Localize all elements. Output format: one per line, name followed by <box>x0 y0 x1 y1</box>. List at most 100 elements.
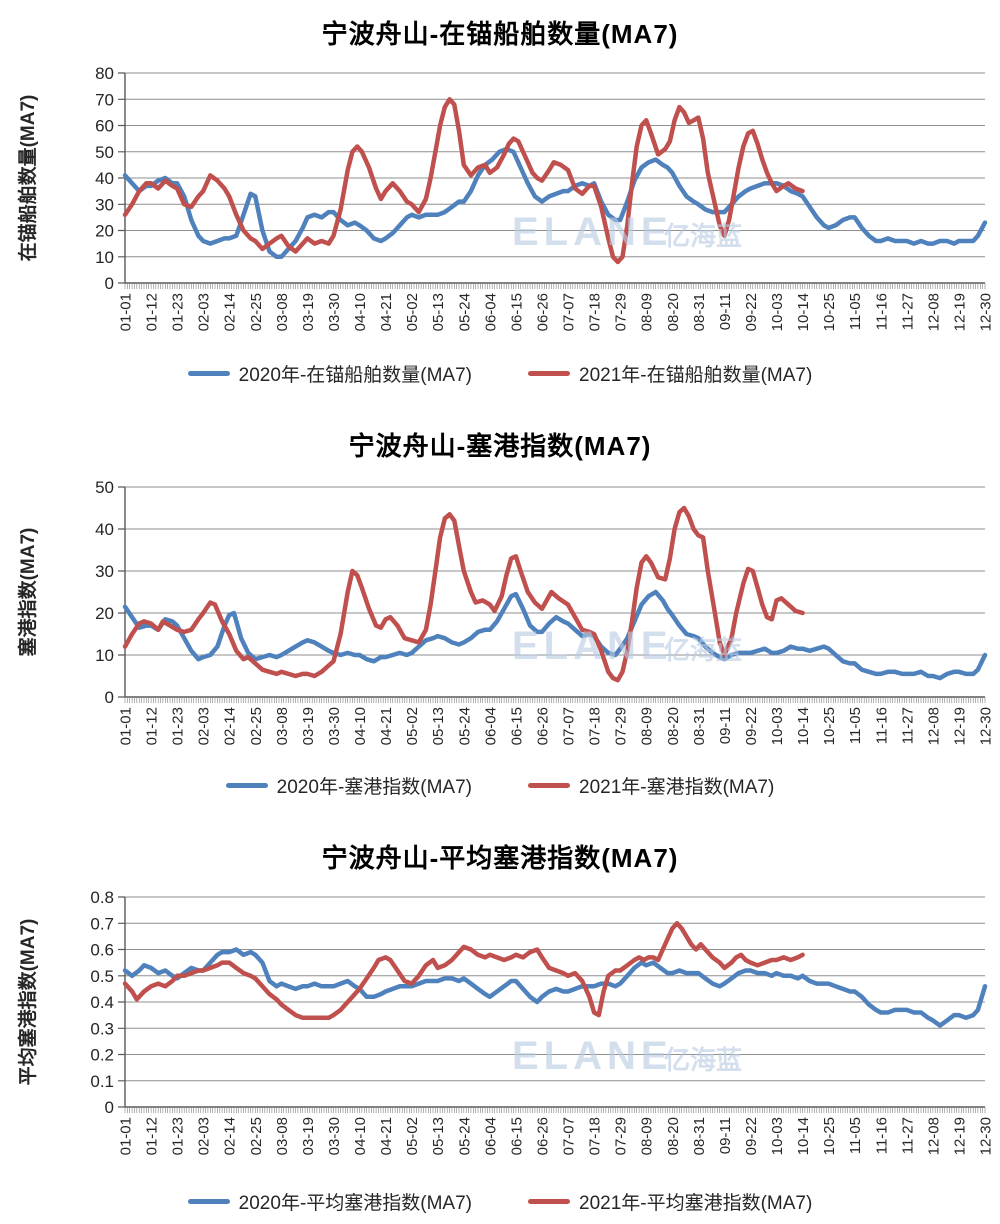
y-tick-label: 70 <box>95 90 114 109</box>
x-tick-label: 12-19 <box>951 1117 968 1155</box>
x-tick-label: 11-16 <box>873 1117 890 1154</box>
x-tick-label: 08-31 <box>691 1117 708 1155</box>
x-tick-label: 08-09 <box>639 293 656 331</box>
x-tick-label: 10-14 <box>795 707 812 745</box>
x-tick-label: 02-25 <box>248 293 265 331</box>
x-tick-label: 09-22 <box>743 293 760 331</box>
x-tick-label: 05-13 <box>430 707 447 745</box>
y-tick-label: 60 <box>95 117 114 136</box>
y-tick-label: 10 <box>95 248 114 267</box>
x-tick-label: 06-26 <box>534 707 551 745</box>
x-tick-label: 02-14 <box>222 293 239 331</box>
x-tick-label: 11-27 <box>899 707 916 744</box>
x-tick-label: 10-03 <box>769 1117 786 1155</box>
y-tick-label: 30 <box>95 195 114 214</box>
x-tick-label: 07-07 <box>561 707 578 745</box>
x-tick-label: 01-01 <box>118 707 135 745</box>
y-tick-label: 0 <box>105 274 114 293</box>
y-tick-label: 50 <box>95 478 114 497</box>
x-tick-label: 06-15 <box>508 707 525 745</box>
x-tick-label: 01-23 <box>170 707 187 745</box>
x-tick-label: 09-11 <box>717 1117 734 1154</box>
x-tick-label: 10-25 <box>821 293 838 331</box>
x-tick-label: 04-10 <box>352 707 369 745</box>
x-tick-label: 04-21 <box>378 707 395 745</box>
x-tick-label: 01-01 <box>118 293 135 331</box>
x-tick-label: 01-01 <box>118 1117 135 1155</box>
x-tick-label: 12-30 <box>978 707 995 745</box>
y-tick-label: 50 <box>95 143 114 162</box>
x-tick-label: 11-27 <box>899 1117 916 1154</box>
y-axis-ticks <box>118 896 125 1108</box>
legend-marker <box>187 1199 230 1204</box>
chart-section-anchored-vessels: 宁波舟山-在锚船舶数量(MA7) 0 10 20 30 40 50 60 70 80 01-01 0… <box>0 0 1000 400</box>
watermark-text: ELANE <box>512 210 673 254</box>
x-tick-label: 05-02 <box>404 1117 421 1155</box>
legend-item: 2020年-平均塞港指数(MA7) <box>187 1188 472 1215</box>
x-tick-label: 02-14 <box>222 707 239 745</box>
x-tick-label: 03-30 <box>326 1117 343 1155</box>
x-tick-label: 07-18 <box>587 1117 604 1155</box>
y-tick-label: 0.6 <box>90 941 114 960</box>
y-axis-title: 塞港指数(MA7) <box>16 528 39 657</box>
x-tick-label: 11-05 <box>847 1117 864 1154</box>
x-tick-label: 11-05 <box>847 707 864 744</box>
series-line-2020 <box>122 146 988 260</box>
x-tick-label: 06-15 <box>508 293 525 331</box>
x-tick-label: 02-03 <box>196 1117 213 1155</box>
x-tick-label: 02-25 <box>248 707 265 745</box>
x-tick-label: 08-09 <box>639 707 656 745</box>
chart-canvas: 0 10 20 30 40 50 01-01 01-12 01-23 02-03 02-14 02-2… <box>0 469 1000 769</box>
x-tick-label: 12-30 <box>978 1117 995 1155</box>
x-tick-label: 12-30 <box>978 293 995 331</box>
x-tick-label: 03-19 <box>300 707 317 745</box>
x-tick-label: 03-19 <box>300 1117 317 1155</box>
x-tick-label: 12-08 <box>925 1117 942 1155</box>
x-tick-label: 02-25 <box>248 1117 265 1155</box>
x-tick-label: 03-30 <box>326 293 343 331</box>
x-tick-label: 07-29 <box>613 707 630 745</box>
y-tick-label: 40 <box>95 169 114 188</box>
chart-canvas: 0 10 20 30 40 50 60 70 80 01-01 01-12 01-23 02-03 02-… <box>0 55 1000 355</box>
y-tick-label: 10 <box>95 646 114 665</box>
watermark-text: ELANE <box>512 1034 673 1078</box>
chart-plot: 0 0.1 0.2 0.3 0.4 0.5 0.6 0.7 0.8 01-01 01-12 01-23… <box>16 888 995 1155</box>
legend-label: 2021年-塞港指数(MA7) <box>579 777 775 798</box>
y-tick-label: 20 <box>95 222 114 241</box>
legend-marker <box>528 1199 570 1204</box>
x-tick-label: 06-26 <box>534 1117 551 1155</box>
watermark-subtext: 亿海蓝 <box>664 1045 742 1075</box>
chart-section-avg-congestion-index: 宁波舟山-平均塞港指数(MA7) 0 0.1 0.2 0.3 0.4 0.5 0.6 0.7 0… <box>0 812 1000 1224</box>
x-tick-label: 06-26 <box>534 293 551 331</box>
x-tick-label: 12-08 <box>925 707 942 745</box>
y-axis-ticks <box>118 486 125 698</box>
series-line-2020 <box>122 589 988 681</box>
x-tick-label: 10-14 <box>795 1117 812 1155</box>
y-tick-label: 20 <box>95 604 114 623</box>
x-tick-label: 07-18 <box>587 293 604 331</box>
y-tick-label: 30 <box>95 562 114 581</box>
x-tick-label: 09-11 <box>717 707 734 744</box>
legend-marker <box>187 371 230 376</box>
legend-label: 2020年-平均塞港指数(MA7) <box>238 1193 472 1214</box>
x-axis-minor-ticks <box>124 283 986 289</box>
legend-item: 2021年-在锚船舶数量(MA7) <box>528 360 812 387</box>
x-tick-label: 02-03 <box>196 293 213 331</box>
x-tick-label: 01-12 <box>144 1117 161 1155</box>
x-tick-label: 02-14 <box>222 1117 239 1155</box>
x-tick-label: 05-13 <box>430 1117 447 1155</box>
x-tick-label: 09-22 <box>743 1117 760 1155</box>
x-tick-label: 09-22 <box>743 707 760 745</box>
x-tick-label: 03-08 <box>274 293 291 331</box>
x-tick-label: 04-10 <box>352 293 369 331</box>
legend-label: 2020年-在锚船舶数量(MA7) <box>238 365 472 386</box>
x-tick-label: 07-29 <box>613 1117 630 1155</box>
x-tick-label: 07-07 <box>561 293 578 331</box>
x-tick-label: 08-31 <box>691 707 708 745</box>
x-axis-minor-ticks <box>124 1107 986 1113</box>
y-tick-label: 0.1 <box>90 1072 114 1091</box>
chart-plot: 0 10 20 30 40 50 01-01 01-12 01-23 02-03 02-14 02-2… <box>16 478 995 745</box>
x-tick-label: 08-20 <box>665 707 682 745</box>
legend-marker <box>528 371 570 376</box>
legend-marker <box>225 783 268 788</box>
